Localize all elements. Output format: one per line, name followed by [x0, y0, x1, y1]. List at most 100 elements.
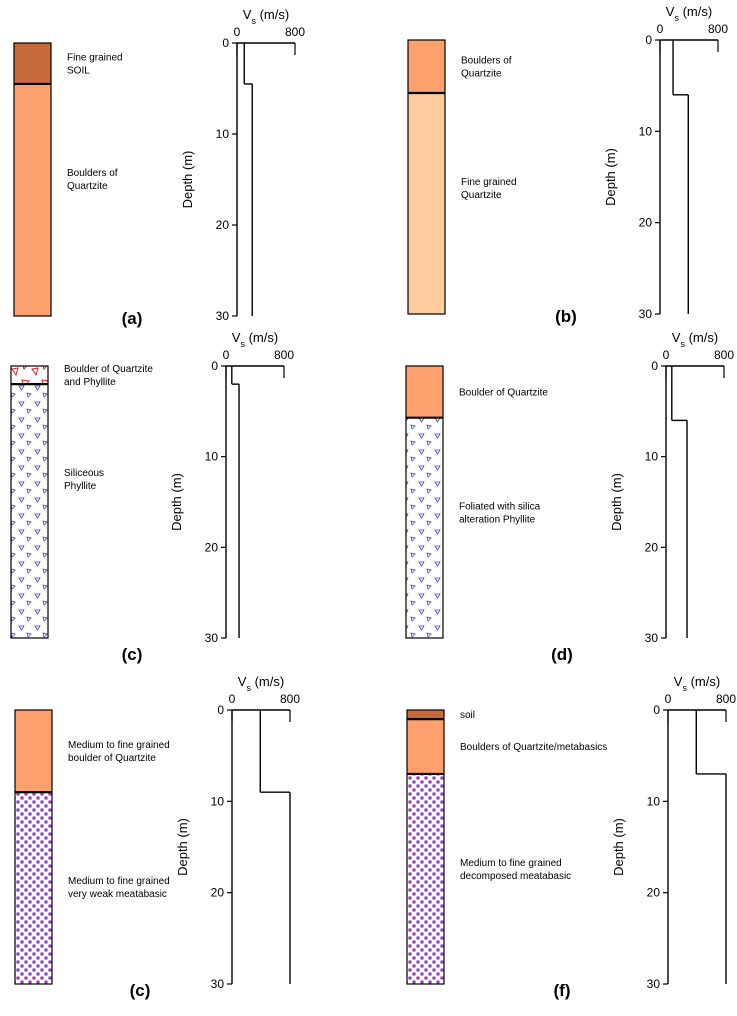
- x-label-part: (m/s): [685, 330, 718, 345]
- layer-label-line: Fine grained: [461, 177, 517, 188]
- layer-label-line: and Phyllite: [64, 377, 116, 388]
- layer-label-line: Quartzite: [67, 181, 108, 192]
- column-outline: [405, 365, 444, 639]
- layer-label: Medium to fine grained boulder of Quartzi…: [68, 740, 170, 764]
- column-outline: [13, 42, 52, 317]
- column-outline: [10, 365, 49, 639]
- layer-label-line: Medium to fine grained: [460, 858, 562, 869]
- y-tick-label: 30: [645, 631, 659, 645]
- layer-label: Fine grained Quartzite: [461, 177, 517, 201]
- soil-layer: [15, 710, 52, 793]
- x-label-sub: s: [246, 683, 251, 693]
- panel-label: (c): [130, 981, 151, 1000]
- x-axis-label: Vs (m/s): [232, 330, 278, 349]
- layer-label-line: Quartzite: [461, 190, 502, 201]
- x-axis-label: Vs (m/s): [243, 7, 289, 26]
- y-axis-label: Depth (m): [175, 818, 190, 876]
- y-tick-label: 10: [639, 124, 653, 138]
- layer-label-line: Boulders of Quartzite/metabasics: [460, 742, 607, 753]
- layer-label-line: Boulder of Quartzite: [64, 364, 153, 375]
- soil-pattern: [406, 417, 443, 638]
- layer-label-line: SOIL: [67, 65, 90, 76]
- soil-layer: [407, 710, 444, 720]
- layer-label-line: Boulder of Quartzite: [459, 387, 548, 398]
- x-label-sub: s: [682, 683, 687, 693]
- y-tick-label: 30: [205, 631, 219, 645]
- y-tick-label: 30: [647, 977, 661, 991]
- y-tick-label: 20: [639, 216, 653, 230]
- layer-label-line: soil: [460, 710, 475, 721]
- x-label-part: V: [672, 330, 681, 345]
- x-label-part: V: [238, 674, 247, 689]
- x-tick-label: 0: [229, 692, 236, 706]
- layer-label: Medium to fine grained very weak meatabas…: [68, 876, 170, 900]
- layer-label: Boulder of Quartzite and Phyllite: [64, 364, 153, 388]
- y-axis-label: Depth (m): [169, 473, 184, 531]
- y-axis-label: Depth (m): [611, 818, 626, 876]
- x-label-part: V: [232, 330, 241, 345]
- layer-label: Foliated with silica alteration Phyllite: [459, 502, 541, 526]
- y-tick-label: 0: [222, 36, 229, 50]
- layer-label-line: Boulders of: [461, 55, 512, 66]
- x-label-sub: s: [251, 16, 256, 26]
- x-axis-label: Vs (m/s): [238, 674, 284, 693]
- layer-label-line: Medium to fine grained: [68, 876, 170, 887]
- soil-layer: [408, 40, 445, 93]
- y-tick-label: 10: [211, 794, 225, 808]
- x-label-sub: s: [680, 339, 685, 349]
- x-tick-label: 800: [274, 348, 294, 362]
- layer-label-line: boulder of Quartzite: [68, 753, 156, 764]
- x-label-part: V: [674, 674, 683, 689]
- soil-pattern: [407, 773, 444, 984]
- y-tick-label: 0: [645, 33, 652, 47]
- layer-label-line: Phyllite: [64, 481, 97, 492]
- layer-label: Fine grained SOIL: [67, 52, 123, 76]
- x-axis-label: Vs (m/s): [666, 4, 712, 23]
- x-tick-label: 800: [280, 692, 300, 706]
- soil-pattern: [15, 792, 52, 984]
- y-axis-label: Depth (m): [603, 148, 618, 206]
- x-tick-label: 0: [234, 25, 241, 39]
- y-axis-label: Depth (m): [609, 473, 624, 531]
- y-tick-label: 20: [211, 886, 225, 900]
- y-tick-label: 10: [216, 127, 230, 141]
- x-label-part: (m/s): [679, 4, 712, 19]
- x-label-part: (m/s): [256, 7, 289, 22]
- soil-layer: [406, 366, 443, 418]
- y-tick-label: 10: [205, 450, 219, 464]
- layer-label: soil: [460, 710, 475, 721]
- layer-label-line: Quartzite: [461, 68, 502, 79]
- layer-label-line: Siliceous: [64, 468, 104, 479]
- y-tick-label: 30: [639, 307, 653, 321]
- x-tick-label: 800: [714, 348, 734, 362]
- layer-label-line: alteration Phyllite: [459, 515, 536, 526]
- layer-label: Boulders of Quartzite/metabasics: [460, 742, 607, 753]
- x-axis-label: Vs (m/s): [674, 674, 720, 693]
- y-tick-label: 30: [211, 977, 225, 991]
- x-tick-label: 800: [708, 22, 728, 36]
- layer-label-line: Foliated with silica: [459, 502, 541, 513]
- x-label-part: V: [243, 7, 252, 22]
- layer-label: Boulders of Quartzite: [67, 168, 118, 192]
- y-tick-label: 20: [645, 540, 659, 554]
- layer-label-line: decomposed meatabasic: [460, 871, 571, 882]
- x-tick-label: 0: [665, 692, 672, 706]
- x-tick-label: 800: [285, 25, 305, 39]
- panel-label: (a): [122, 309, 143, 328]
- x-label-part: (m/s): [245, 330, 278, 345]
- y-tick-label: 0: [651, 359, 658, 373]
- y-tick-label: 20: [205, 540, 219, 554]
- y-tick-label: 30: [216, 309, 230, 323]
- layer-label: Boulders of Quartzite: [461, 55, 512, 79]
- layer-label-line: Boulders of: [67, 168, 118, 179]
- x-tick-label: 0: [663, 348, 670, 362]
- soil-layer: [14, 43, 51, 84]
- layer-label-line: very weak meatabasic: [68, 889, 167, 900]
- x-label-sub: s: [240, 339, 245, 349]
- column-outline: [14, 709, 53, 985]
- column-outline: [407, 39, 446, 315]
- x-label-part: V: [666, 4, 675, 19]
- layer-label-line: Fine grained: [67, 52, 123, 63]
- y-tick-label: 20: [216, 218, 230, 232]
